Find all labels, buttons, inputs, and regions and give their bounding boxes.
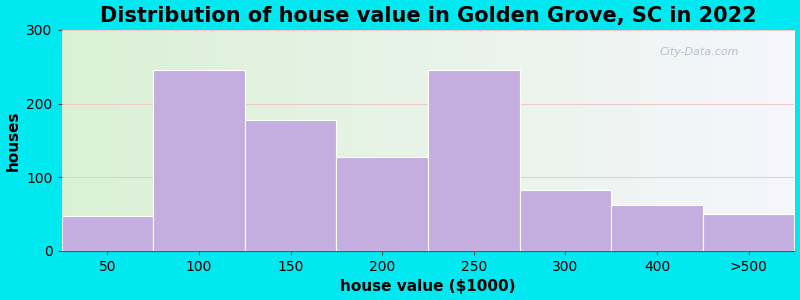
Bar [153, 70, 245, 251]
Title: Distribution of house value in Golden Grove, SC in 2022: Distribution of house value in Golden Gr… [100, 6, 756, 26]
Bar [245, 121, 336, 251]
Text: City-Data.com: City-Data.com [659, 47, 739, 57]
Bar [428, 70, 519, 251]
Bar [703, 214, 794, 251]
Bar [519, 190, 611, 251]
Y-axis label: houses: houses [6, 110, 21, 171]
Bar [62, 216, 153, 251]
Bar [336, 157, 428, 251]
Bar [611, 205, 703, 251]
X-axis label: house value ($1000): house value ($1000) [340, 279, 516, 294]
